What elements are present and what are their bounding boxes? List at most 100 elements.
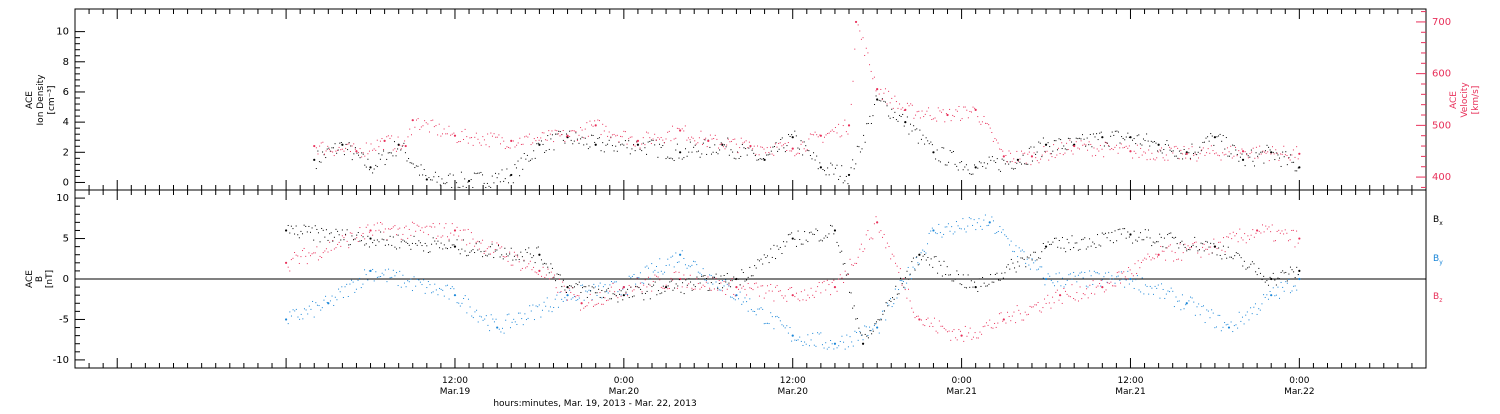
bx-dot	[675, 283, 677, 285]
by-dot	[633, 273, 635, 275]
bx-dot	[338, 234, 340, 236]
density-dot	[329, 150, 331, 152]
bx-dot	[1208, 246, 1210, 248]
bz-dot	[1005, 322, 1007, 324]
density-dot	[540, 140, 542, 142]
bx-dot	[825, 235, 827, 237]
velocity-dot	[340, 149, 342, 151]
velocity-point	[383, 139, 386, 142]
velocity-dot	[761, 146, 763, 148]
bx-dot	[1289, 266, 1291, 268]
by-dot	[492, 318, 494, 320]
density-dot	[1211, 135, 1213, 137]
velocity-dot	[1098, 150, 1100, 152]
bz-dot	[977, 337, 979, 339]
bx-dot	[1234, 255, 1236, 257]
velocity-dot	[1128, 145, 1130, 147]
bx-dot	[882, 313, 884, 315]
velocity-dot	[650, 142, 652, 144]
velocity-dot	[1087, 149, 1089, 151]
bz-dot	[713, 288, 715, 290]
velocity-dot	[437, 134, 439, 136]
bz-dot	[1163, 250, 1165, 252]
bz-dot	[411, 221, 413, 223]
density-dot	[919, 129, 921, 131]
by-dot	[638, 277, 640, 279]
bx-dot	[448, 240, 450, 242]
velocity-point	[1073, 144, 1076, 148]
velocity-dot	[387, 135, 389, 137]
bz-dot	[601, 303, 603, 305]
by-dot	[479, 315, 481, 317]
density-dot	[616, 150, 618, 152]
bx-dot	[1022, 257, 1024, 259]
bx-dot	[1112, 242, 1114, 244]
velocity-dot	[1202, 147, 1204, 149]
by-dot	[936, 233, 938, 235]
bz-dot	[1242, 239, 1244, 241]
bx-dot	[515, 259, 517, 261]
density-dot	[584, 137, 586, 139]
bx-dot	[988, 283, 990, 285]
velocity-dot	[618, 141, 620, 143]
bz-dot	[346, 240, 348, 242]
bx-dot	[879, 319, 881, 321]
by-dot	[1233, 325, 1235, 327]
bx-dot	[1031, 259, 1033, 261]
density-dot	[1013, 168, 1015, 170]
by-dot	[1055, 273, 1057, 275]
velocity-dot	[551, 130, 553, 132]
velocity-dot	[864, 54, 866, 56]
density-dot	[998, 169, 1000, 171]
bz-dot	[394, 225, 396, 227]
density-dot	[1097, 139, 1099, 141]
bz-dot	[1190, 247, 1192, 249]
velocity-dot	[1292, 149, 1294, 151]
bz-dot	[693, 289, 695, 291]
bz-dot	[862, 251, 864, 253]
by-dot	[744, 297, 746, 299]
velocity-dot	[633, 144, 635, 146]
bz-dot	[1261, 224, 1263, 226]
by-dot	[707, 282, 709, 284]
bx-dot	[1087, 246, 1089, 248]
by-point	[327, 302, 330, 305]
bz-dot	[1079, 286, 1081, 288]
bx-dot	[1163, 237, 1165, 239]
bz-dot	[691, 287, 693, 289]
bz-dot	[787, 289, 789, 291]
velocity-dot	[854, 48, 856, 50]
velocity-dot	[1238, 150, 1240, 152]
bx-dot	[648, 283, 650, 285]
density-dot	[1160, 150, 1162, 152]
by-dot	[920, 252, 922, 254]
bz-dot	[1265, 225, 1267, 227]
density-dot	[781, 137, 783, 139]
bx-dot	[588, 285, 590, 287]
bz-dot	[605, 300, 607, 302]
bz-dot	[1019, 313, 1021, 315]
bx-dot	[722, 287, 724, 289]
bz-dot	[512, 264, 514, 266]
bz-dot	[345, 234, 347, 236]
velocity-dot	[1149, 158, 1151, 160]
velocity-dot	[768, 152, 770, 154]
b-legend: Bx By Bz	[1433, 215, 1443, 304]
bx-point	[918, 253, 921, 256]
bz-dot	[631, 290, 633, 292]
by-dot	[305, 309, 307, 311]
velocity-dot	[789, 150, 791, 152]
by-dot	[766, 322, 768, 324]
bz-dot	[1029, 305, 1031, 307]
bx-dot	[967, 274, 969, 276]
density-dot	[817, 168, 819, 170]
density-dot	[1193, 153, 1195, 155]
density-dot	[1166, 140, 1168, 142]
bz-dot	[440, 236, 442, 238]
by-dot	[559, 291, 561, 293]
by-dot	[533, 319, 535, 321]
by-dot	[312, 300, 314, 302]
by-dot	[359, 277, 361, 279]
bx-dot	[826, 236, 828, 238]
bx-dot	[435, 243, 437, 245]
